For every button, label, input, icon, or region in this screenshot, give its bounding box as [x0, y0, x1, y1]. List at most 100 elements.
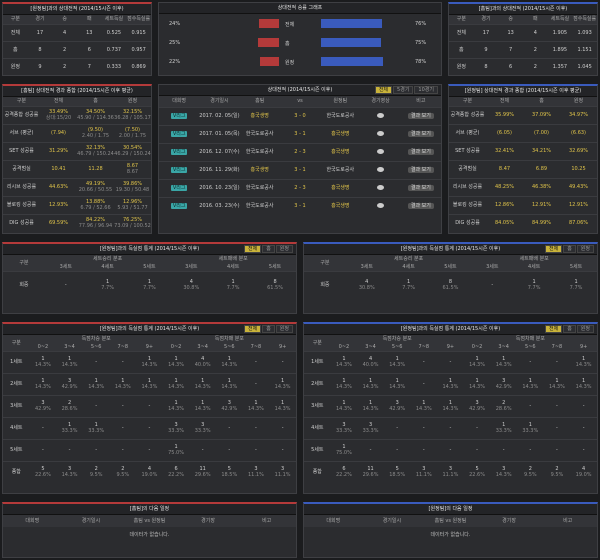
- column-header: 5세트: [254, 263, 296, 271]
- result-button[interactable]: 결과 보기: [407, 203, 434, 210]
- table-cell: SET 성공률: [3, 141, 40, 160]
- column-header: 홈팀 vs 원정팀: [120, 515, 179, 527]
- row-label: 2세트: [304, 372, 331, 395]
- column-header: 0~2: [29, 343, 57, 351]
- cell-sub: 46.79 / 150.24: [77, 151, 114, 157]
- cell-value: 1: [227, 378, 231, 384]
- tab-1[interactable]: 전체: [243, 325, 262, 333]
- cell-value: 3: [174, 422, 178, 428]
- panel-title: [원정팀]과의 득실점 통계 (2014/15시즌 이후): [304, 324, 597, 335]
- video-icon[interactable]: [377, 149, 385, 154]
- column-header: 승: [52, 15, 77, 24]
- tab-3[interactable]: 원정: [576, 325, 594, 333]
- table-row: 1세트 1 14.3% 1 14.3% - -1 14.3% 1 14.3% 4 40.0% 1 14.3…: [3, 350, 296, 373]
- cell-pct: 61.5%: [442, 285, 459, 292]
- point-diff-table: 구분 득점차승 분포 득점차패 분포 0~2 3~4 5~6 7~8 9+ 0~2 3~4 5~6 7…: [304, 335, 597, 483]
- result-button[interactable]: 결과 보기: [407, 167, 434, 173]
- empty-message: 데이터가 없습니다.: [430, 532, 471, 538]
- column-header-row: 0~2 3~4 5~6 7~8 9+ 0~2 3~4 5~6 7~8 9+: [304, 343, 597, 351]
- point-diff-panel-right: [원정팀]과의 득실점 통계 (2014/15시즌 이후) 전체 홈 원정 구분 득점…: [303, 322, 598, 494]
- cell-value: 1: [555, 378, 559, 384]
- row-label: 4세트: [304, 416, 331, 439]
- table-cell: 17: [473, 23, 499, 41]
- cell-value: 4: [368, 356, 373, 362]
- cell-pct: 9.5%: [550, 472, 564, 479]
- empty-message: 데이터가 없습니다.: [129, 532, 170, 538]
- table-row: 공격종합 성공률 33.49% 상대:15/20 34.50% 45.90 / 114.…: [3, 105, 151, 124]
- video-icon[interactable]: [377, 167, 385, 172]
- home-team-cell: 한국도로공사: [239, 124, 280, 143]
- tab-1[interactable]: 전체: [544, 325, 563, 333]
- row-label: 5세트: [3, 438, 30, 461]
- summary-table: 구분 전체 홈 원정 공격종합 성공률 35.99% 37.09% 34.97% 서브 (평균)…: [449, 97, 597, 232]
- tab-2[interactable]: 홈: [563, 245, 576, 253]
- cell-sub: 상대:15/20: [45, 115, 72, 121]
- right-value: 78%: [415, 59, 427, 65]
- table-cell: -: [109, 350, 137, 373]
- cell-pct: 14.3%: [221, 384, 238, 390]
- tab-3[interactable]: 원정: [275, 325, 293, 333]
- tab-2[interactable]: 홈: [262, 325, 275, 333]
- video-icon[interactable]: [377, 113, 385, 118]
- cell-pct: 42.9%: [495, 384, 512, 390]
- blue-bar: [321, 57, 383, 66]
- column-header: 비고: [538, 515, 597, 527]
- panel-title: [홈팀]의 다음 일정: [3, 504, 296, 515]
- cell-pct: 9.5%: [523, 472, 537, 479]
- cell-value: 5: [395, 466, 399, 473]
- tab-1[interactable]: 전체: [374, 86, 393, 94]
- table-cell: 1 14.3%: [216, 372, 243, 395]
- cell-value: -: [556, 403, 558, 409]
- tab-1[interactable]: 전체: [544, 245, 563, 253]
- table-cell: 홈: [3, 40, 28, 58]
- table-row: 4세트 -1 33.3% 1 33.3% - -3 33.3% 3 33.3% - - -: [3, 416, 296, 439]
- table-cell: 1 7.7%: [86, 270, 129, 299]
- row-label: 5세트: [304, 438, 331, 461]
- tab-2[interactable]: 홈: [563, 325, 576, 333]
- tab-1[interactable]: 전체: [243, 245, 262, 253]
- cell-sub: 8.67: [126, 169, 139, 175]
- cell-pct: 28.6%: [61, 406, 78, 412]
- competition-cell: V리그: [159, 196, 200, 215]
- cell-value: 1: [407, 279, 411, 286]
- cell-pct: 33.3%: [335, 428, 352, 434]
- video-icon[interactable]: [377, 185, 385, 190]
- match-row: V리그 2016. 11. 29(화) 흥국생명 3 - 1 한국도로공사 결과 보기: [159, 160, 441, 179]
- table-cell: 2 9.5%: [109, 460, 137, 483]
- cell-value: 5: [41, 466, 45, 473]
- tab-3[interactable]: 10경기: [414, 86, 438, 94]
- cell-pct: 19.0%: [575, 472, 592, 479]
- cell-value: -: [369, 447, 372, 453]
- table-cell: 1 14.3%: [463, 372, 491, 395]
- table-cell: 1 14.3%: [29, 350, 57, 373]
- tab-3[interactable]: 원정: [275, 245, 293, 253]
- table-cell: 1 14.3%: [490, 350, 517, 373]
- tab-3[interactable]: 원정: [576, 245, 594, 253]
- cell-value: 1: [368, 378, 373, 384]
- video-icon[interactable]: [377, 131, 385, 136]
- header-row: 구분 전체 홈 원정: [449, 97, 597, 106]
- result-button[interactable]: 결과 보기: [407, 185, 434, 191]
- table-cell: 84.99%: [523, 213, 560, 232]
- cell-pct: 14.3%: [61, 472, 78, 479]
- cell-pct: 11.1%: [442, 472, 459, 479]
- cell-value: 1: [41, 356, 45, 362]
- table-cell: 1 14.3%: [136, 350, 163, 373]
- table-cell: -: [242, 350, 270, 373]
- table-cell: -: [29, 438, 57, 461]
- column-header: 세트득실: [101, 15, 127, 24]
- tab-2[interactable]: 5경기: [393, 86, 414, 94]
- panel-title: [홈팀]과의 상대전적 (2014/15시즌 이후): [449, 4, 597, 15]
- cell-value: 1: [201, 400, 205, 406]
- result-button[interactable]: 결과 보기: [407, 113, 434, 119]
- table-cell: -: [570, 438, 597, 461]
- cell-value: -: [148, 447, 151, 453]
- cell-pct: 40.0%: [362, 362, 379, 368]
- table-cell: 1 14.3%: [330, 372, 358, 395]
- result-button[interactable]: 결과 보기: [407, 131, 434, 137]
- cell-value: (7.50): [124, 127, 141, 133]
- video-icon[interactable]: [377, 203, 385, 209]
- result-button[interactable]: 결과 보기: [407, 149, 434, 155]
- table-cell: 3 42.9%: [463, 394, 491, 417]
- tab-2[interactable]: 홈: [262, 245, 275, 253]
